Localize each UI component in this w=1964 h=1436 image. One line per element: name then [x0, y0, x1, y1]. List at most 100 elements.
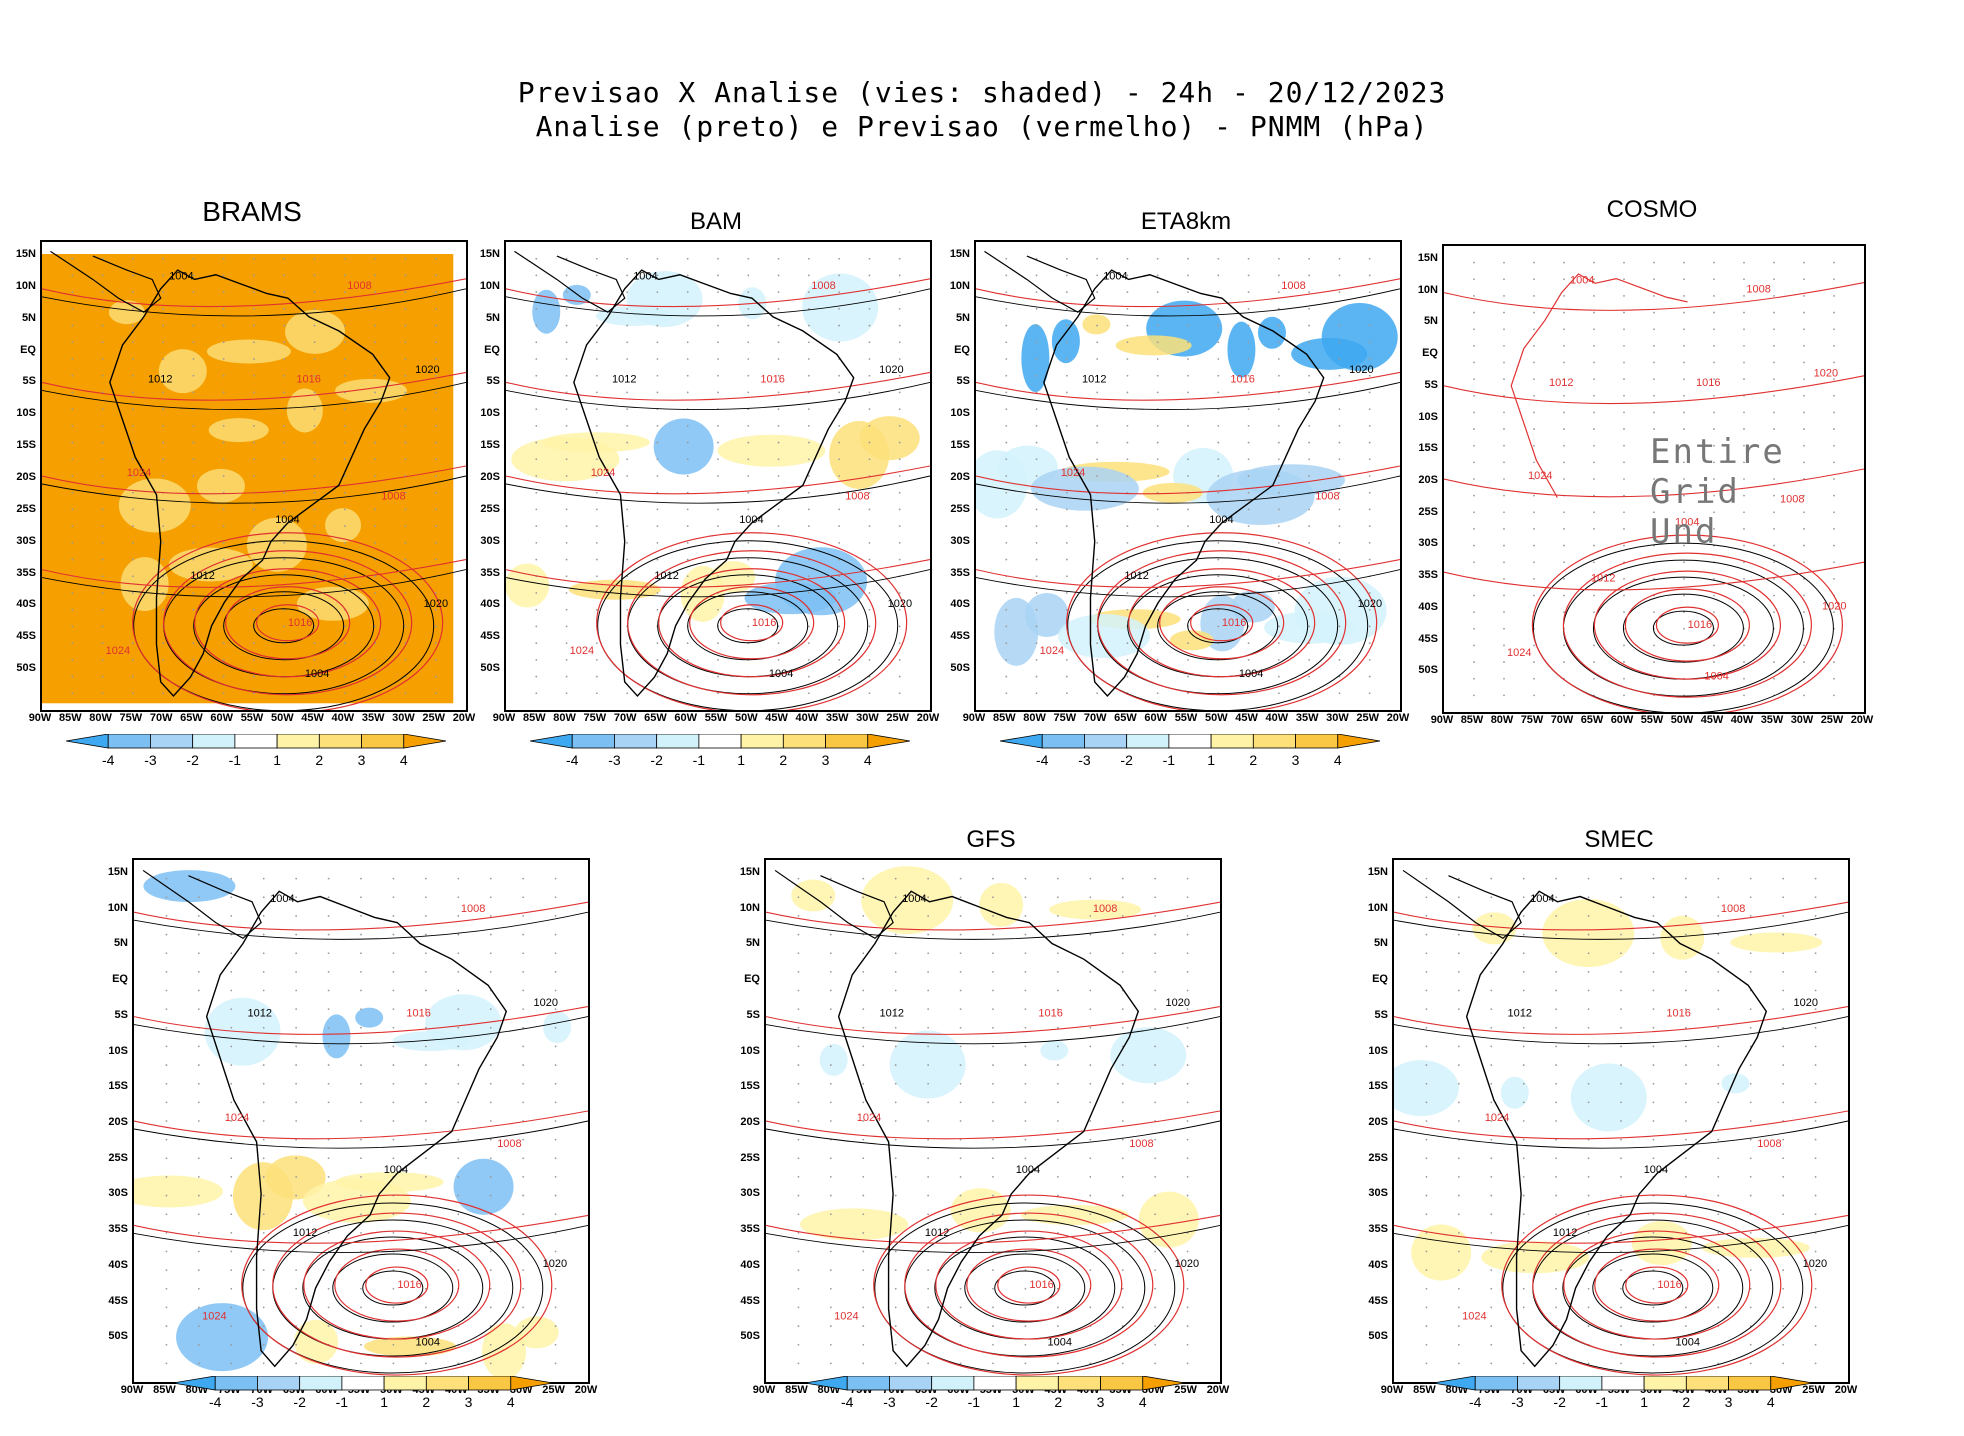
bias-patch: [206, 339, 291, 364]
contour-label: 1008: [461, 903, 485, 915]
colorbar-label: -1: [335, 1394, 349, 1410]
colorbar-segment: [782, 733, 826, 749]
bias-shading: [42, 254, 454, 704]
lon-tick-label: 45W: [1700, 714, 1724, 726]
lon-tick-label: 25W: [542, 1384, 565, 1396]
lon-tick-label: 60W: [1610, 714, 1634, 726]
bias-patch: [118, 478, 191, 533]
contour-label: 1012: [148, 373, 172, 385]
contour-label: 1008: [1757, 1138, 1781, 1150]
colorbar: [172, 1375, 557, 1397]
lat-tick-label: 5S: [486, 375, 500, 388]
colorbar-segment: [425, 1375, 469, 1391]
contour-label: 1004: [305, 668, 329, 680]
bias-patch: [1138, 1191, 1199, 1248]
colorbar-label: 1: [1640, 1394, 1648, 1410]
lon-tick-label: 70W: [1083, 712, 1107, 724]
bias-patch: [196, 468, 245, 503]
colorbar-segment: [341, 1375, 385, 1391]
lon-tick-label: 90W: [962, 712, 986, 724]
lon-tick-label: 45W: [301, 712, 324, 724]
lon-tick-label: 75W: [583, 712, 607, 724]
lat-tick-label: 5N: [955, 311, 970, 324]
colorbar-segment: [403, 733, 447, 749]
contour-label: 1008: [1129, 1138, 1153, 1150]
lat-tick-label: 10N: [1417, 283, 1438, 296]
contour-label: 1012: [1508, 1008, 1532, 1020]
contour-label: 1024: [1528, 470, 1552, 482]
lon-tick-label: 70W: [149, 712, 173, 724]
contour-label: 1016: [760, 373, 784, 385]
colorbar-segment: [299, 1375, 343, 1391]
contour-label: 1024: [1040, 645, 1064, 657]
isobars: [506, 278, 930, 710]
bias-patch: [1701, 1237, 1810, 1258]
colorbar-label: 2: [1682, 1394, 1691, 1410]
colorbar-label: 2: [1249, 752, 1258, 768]
contour-label: 1020: [1803, 1258, 1827, 1270]
lat-tick-label: 10S: [1368, 1044, 1388, 1057]
lat-tick-label: 10N: [1367, 901, 1388, 914]
colorbar-segment: [1559, 1375, 1603, 1391]
colorbar-label: 4: [1333, 752, 1342, 768]
colorbar-label: -4: [840, 1394, 854, 1410]
lat-tick-label: 5N: [21, 311, 36, 324]
lon-tick-label: 60W: [1144, 712, 1168, 724]
contour-label: 1008: [1746, 284, 1770, 296]
lat-tick-label: 30S: [1418, 537, 1438, 550]
lat-tick-label: 45S: [950, 630, 970, 643]
colorbar-label: -1: [1162, 752, 1176, 768]
lon-tick-label: 60W: [210, 712, 234, 724]
colorbar-segment: [1100, 1375, 1144, 1391]
bias-patch: [1058, 614, 1151, 659]
south-america-outline: [1465, 890, 1768, 1368]
bias-patch: [1542, 899, 1635, 968]
lon-tick-label: 25W: [886, 712, 910, 724]
colorbar: [1432, 1375, 1817, 1397]
colorbar-label: -4: [101, 752, 115, 768]
lon-tick-label: 65W: [180, 712, 203, 724]
lat-tick-label: 50S: [950, 662, 970, 675]
map-area-bam: 1004 1008 1012 1016 1020 1024 1004 1008 1012 1016…: [504, 240, 932, 712]
lat-tick-label: 35S: [480, 566, 500, 579]
south-america-outline: [837, 890, 1140, 1368]
colorbar-segment: [1015, 1375, 1059, 1391]
lat-tick-label: EQ: [112, 973, 128, 986]
colorbar-label: -2: [1553, 1394, 1566, 1410]
isobars: [42, 278, 466, 710]
lon-tick-label: 20W: [1834, 1384, 1858, 1396]
contour-label: 1008: [497, 1138, 521, 1150]
bias-patch: [514, 1316, 559, 1349]
lat-tick-label: 15S: [1418, 442, 1438, 455]
contour-label: 1012: [293, 1227, 317, 1239]
contour-label: 1016: [1222, 617, 1246, 629]
lat-tick-label: 50S: [16, 662, 36, 675]
colorbar-segment: [65, 733, 109, 749]
lat-tick-label: 5N: [1423, 315, 1438, 328]
bias-patch: [1020, 1204, 1129, 1225]
lat-tick-label: 5S: [1424, 378, 1438, 391]
contour-label: 1004: [633, 270, 657, 282]
bias-patch: [134, 1175, 223, 1208]
lat-tick-label: 25S: [1368, 1151, 1388, 1164]
lon-tick-label: 20W: [1386, 712, 1410, 724]
contour-label: 1004: [275, 514, 299, 526]
lat-tick-label: 15S: [108, 1080, 128, 1093]
bias-patch: [1264, 611, 1357, 644]
lat-tick-label: 5S: [956, 375, 970, 388]
bias-patch: [1570, 1063, 1647, 1132]
contour-label: 1004: [902, 893, 926, 905]
lon-tick-label: 75W: [119, 712, 143, 724]
lat-tick-label: EQ: [744, 973, 760, 986]
lon-tick-label: 50W: [1670, 714, 1694, 726]
bias-patch: [294, 1319, 339, 1364]
lon-tick-label: 80W: [1023, 712, 1046, 724]
colorbar-segment: [931, 1375, 975, 1391]
lat-tick-label: 30S: [108, 1187, 128, 1200]
bias-patch: [979, 882, 1024, 927]
lat-tick-label: 5N: [1373, 937, 1388, 950]
lat-tick-label: 5S: [22, 375, 36, 388]
lat-tick-label: 20S: [740, 1116, 760, 1128]
lat-tick-label: 35S: [16, 566, 36, 579]
lon-tick-label: 85W: [992, 712, 1016, 724]
